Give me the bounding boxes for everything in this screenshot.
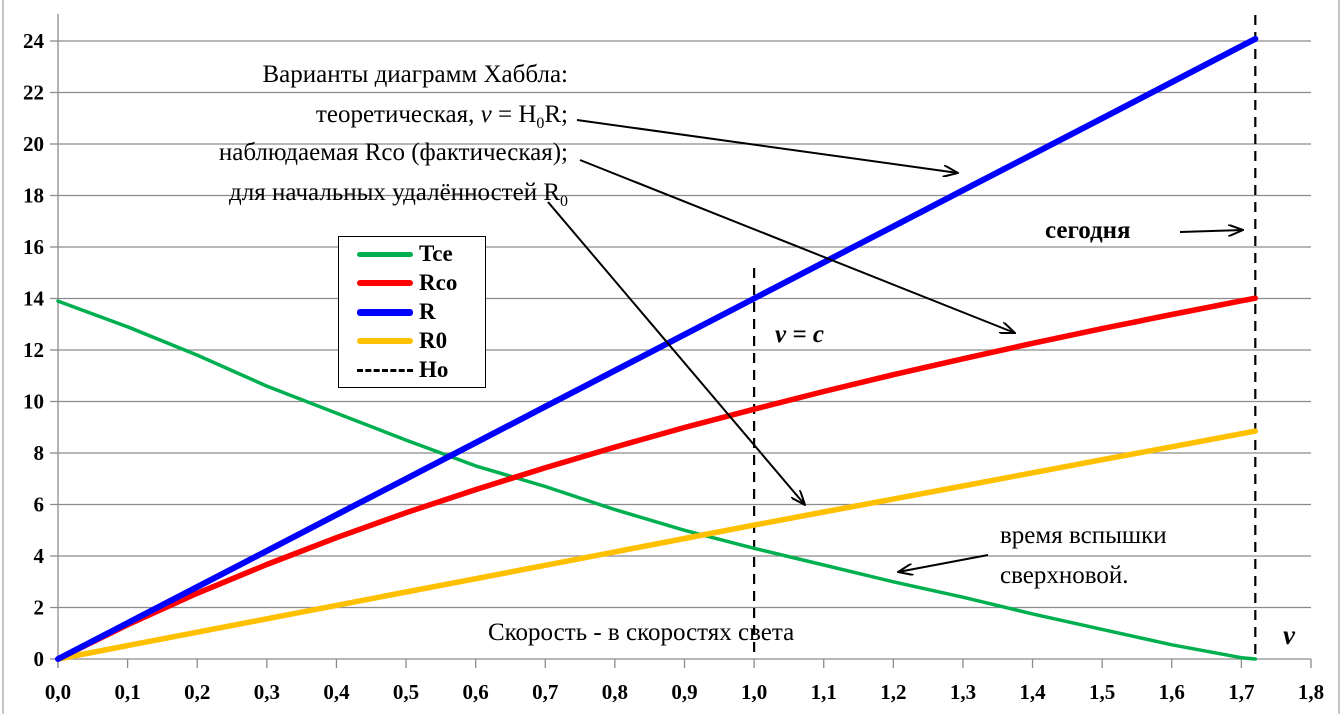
x-tick-labels: 0,0 0,1 0,2 0,3 0,4 0,5 0,6 0,7 0,8 0,9 1,0 1,1 1,2 1… xyxy=(45,680,1324,704)
annotation-v-equals-c: v = c xyxy=(775,321,824,348)
y-tick-label: 10 xyxy=(23,390,44,414)
x-tick-label: 0,0 xyxy=(45,680,71,704)
x-tick-label: 0,8 xyxy=(602,680,628,704)
y-tick-label: 16 xyxy=(23,235,44,259)
x-tick-label: 1,7 xyxy=(1228,680,1254,704)
x-tick-label: 0,1 xyxy=(114,680,140,704)
x-tick-label: 0,6 xyxy=(463,680,489,704)
legend-swatch xyxy=(357,308,413,316)
x-tick-label: 1,1 xyxy=(811,680,837,704)
y-tick-label: 14 xyxy=(23,287,45,311)
subscript: 0 xyxy=(560,193,568,210)
legend: Tce Rco R R0 Ho xyxy=(338,236,486,388)
annotation-flash-line1: время вспышки xyxy=(1000,522,1167,549)
vertical-reference-lines xyxy=(753,15,1257,659)
annotation-arrows xyxy=(547,119,1243,572)
legend-swatch xyxy=(357,251,413,257)
series-line-r0 xyxy=(55,428,1259,662)
annotation-title-line2: теоретическая, v = H0R; xyxy=(316,102,568,132)
x-tick-label: 0,2 xyxy=(184,680,210,704)
x-axis-symbol: v xyxy=(1283,620,1295,650)
y-tick-label: 8 xyxy=(34,441,45,465)
legend-label: Tce xyxy=(419,241,453,266)
x-tick-label: 1,0 xyxy=(741,680,767,704)
legend-item-r: R xyxy=(357,298,436,326)
series-line-tce xyxy=(56,299,1258,661)
annotation-today: сегодня xyxy=(1045,217,1131,244)
x-tick-label: 0,7 xyxy=(532,680,558,704)
legend-label: R xyxy=(419,299,436,324)
series-lines xyxy=(55,35,1259,662)
series-line-r xyxy=(55,35,1259,662)
x-tick-label: 0,9 xyxy=(671,680,697,704)
legend-item-rco: Rco xyxy=(357,269,457,297)
y-tick-label: 12 xyxy=(23,338,44,362)
y-tick-label: 2 xyxy=(34,596,45,620)
x-tick-label: 0,5 xyxy=(393,680,419,704)
y-tick-label: 0 xyxy=(34,647,45,671)
text: R; xyxy=(544,101,568,128)
annotation-title-line4: для начальных удалённостей R0 xyxy=(229,180,568,210)
legend-label: Ho xyxy=(419,357,449,382)
x-tick-label: 0,4 xyxy=(323,680,350,704)
series-line-rco xyxy=(55,295,1259,662)
y-tick-label: 24 xyxy=(23,29,45,53)
annotation-flash-line2: сверхновой. xyxy=(1000,562,1129,589)
legend-label: R0 xyxy=(419,328,448,353)
x-tick-label: 1,5 xyxy=(1089,680,1115,704)
legend-item-ho: Ho xyxy=(357,356,448,384)
annotation-title-line1: Варианты диаграмм Хаббла: xyxy=(262,61,568,88)
legend-swatch xyxy=(357,280,413,286)
symbol-v: v xyxy=(480,101,492,128)
arrow-flash xyxy=(898,554,989,572)
y-tick-label: 4 xyxy=(34,544,45,568)
annotation-title-line3: наблюдаемая Rco (фактическая); xyxy=(218,139,568,166)
subscript: 0 xyxy=(536,115,545,132)
text: для начальных удалённостей R xyxy=(229,179,560,206)
y-tick-label: 18 xyxy=(23,184,44,208)
arrow-to-Rco xyxy=(579,159,1015,333)
y-tick-label: 20 xyxy=(23,132,44,156)
legend-swatch xyxy=(357,368,413,372)
arrow-to-R0 xyxy=(547,201,805,505)
arrow-to-R xyxy=(576,119,958,173)
legend-item-r0: R0 xyxy=(357,327,447,355)
x-tick-label: 1,2 xyxy=(880,680,906,704)
x-tick-label: 1,4 xyxy=(1019,680,1046,704)
legend-swatch xyxy=(357,338,413,344)
text: теоретическая, xyxy=(315,101,481,128)
x-tick-label: 1,6 xyxy=(1159,680,1185,704)
text: = H xyxy=(491,101,537,128)
legend-label: Rco xyxy=(419,270,458,295)
y-tick-label: 22 xyxy=(23,81,44,105)
x-axis-label: Скорость - в скоростях света xyxy=(488,619,795,646)
legend-item-tce: Tce xyxy=(357,240,453,268)
x-tick-label: 1,8 xyxy=(1298,680,1324,704)
gridlines xyxy=(58,40,1311,609)
x-tick-label: 1,3 xyxy=(950,680,976,704)
y-tick-label: 6 xyxy=(34,493,45,517)
x-tick-label: 0,3 xyxy=(254,680,280,704)
arrow-today xyxy=(1179,230,1243,232)
